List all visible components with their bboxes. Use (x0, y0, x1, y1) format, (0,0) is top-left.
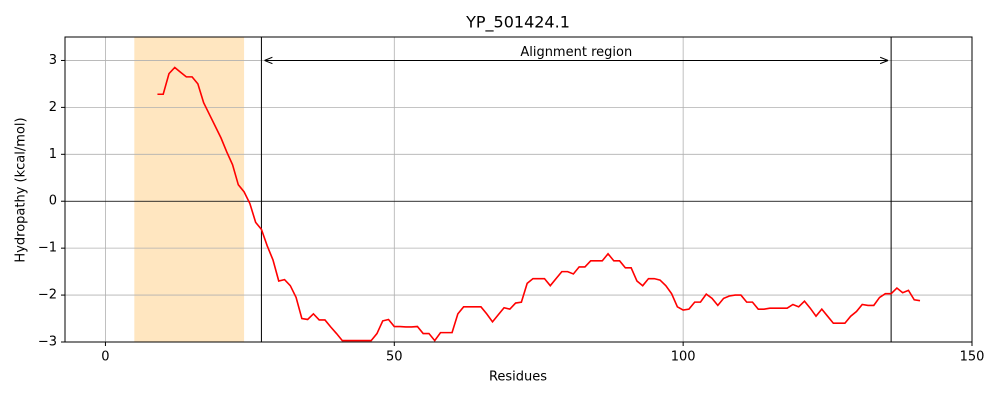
x-tick-label: 0 (101, 350, 109, 365)
y-axis-label: Hydropathy (kcal/mol) (14, 117, 29, 262)
data-line (157, 66, 921, 342)
x-tick-label: 50 (386, 350, 403, 365)
y-tick-label: 3 (49, 53, 57, 68)
x-tick-label: 150 (960, 350, 985, 365)
y-tick-label: 0 (49, 194, 57, 209)
annotation: Alignment region (520, 45, 632, 60)
y-tick-label: −1 (38, 241, 57, 256)
y-tick-label: 1 (49, 147, 57, 162)
y-tick-label: −2 (38, 288, 57, 303)
y-tick-label: −3 (38, 335, 57, 350)
y-tick-label: 2 (49, 100, 57, 115)
plot-frame (64, 36, 973, 343)
x-axis-label: Residues (489, 370, 547, 385)
chart-title: YP_501424.1 (465, 13, 570, 33)
highlight-region (134, 37, 245, 342)
x-tick-label: 100 (671, 350, 696, 365)
